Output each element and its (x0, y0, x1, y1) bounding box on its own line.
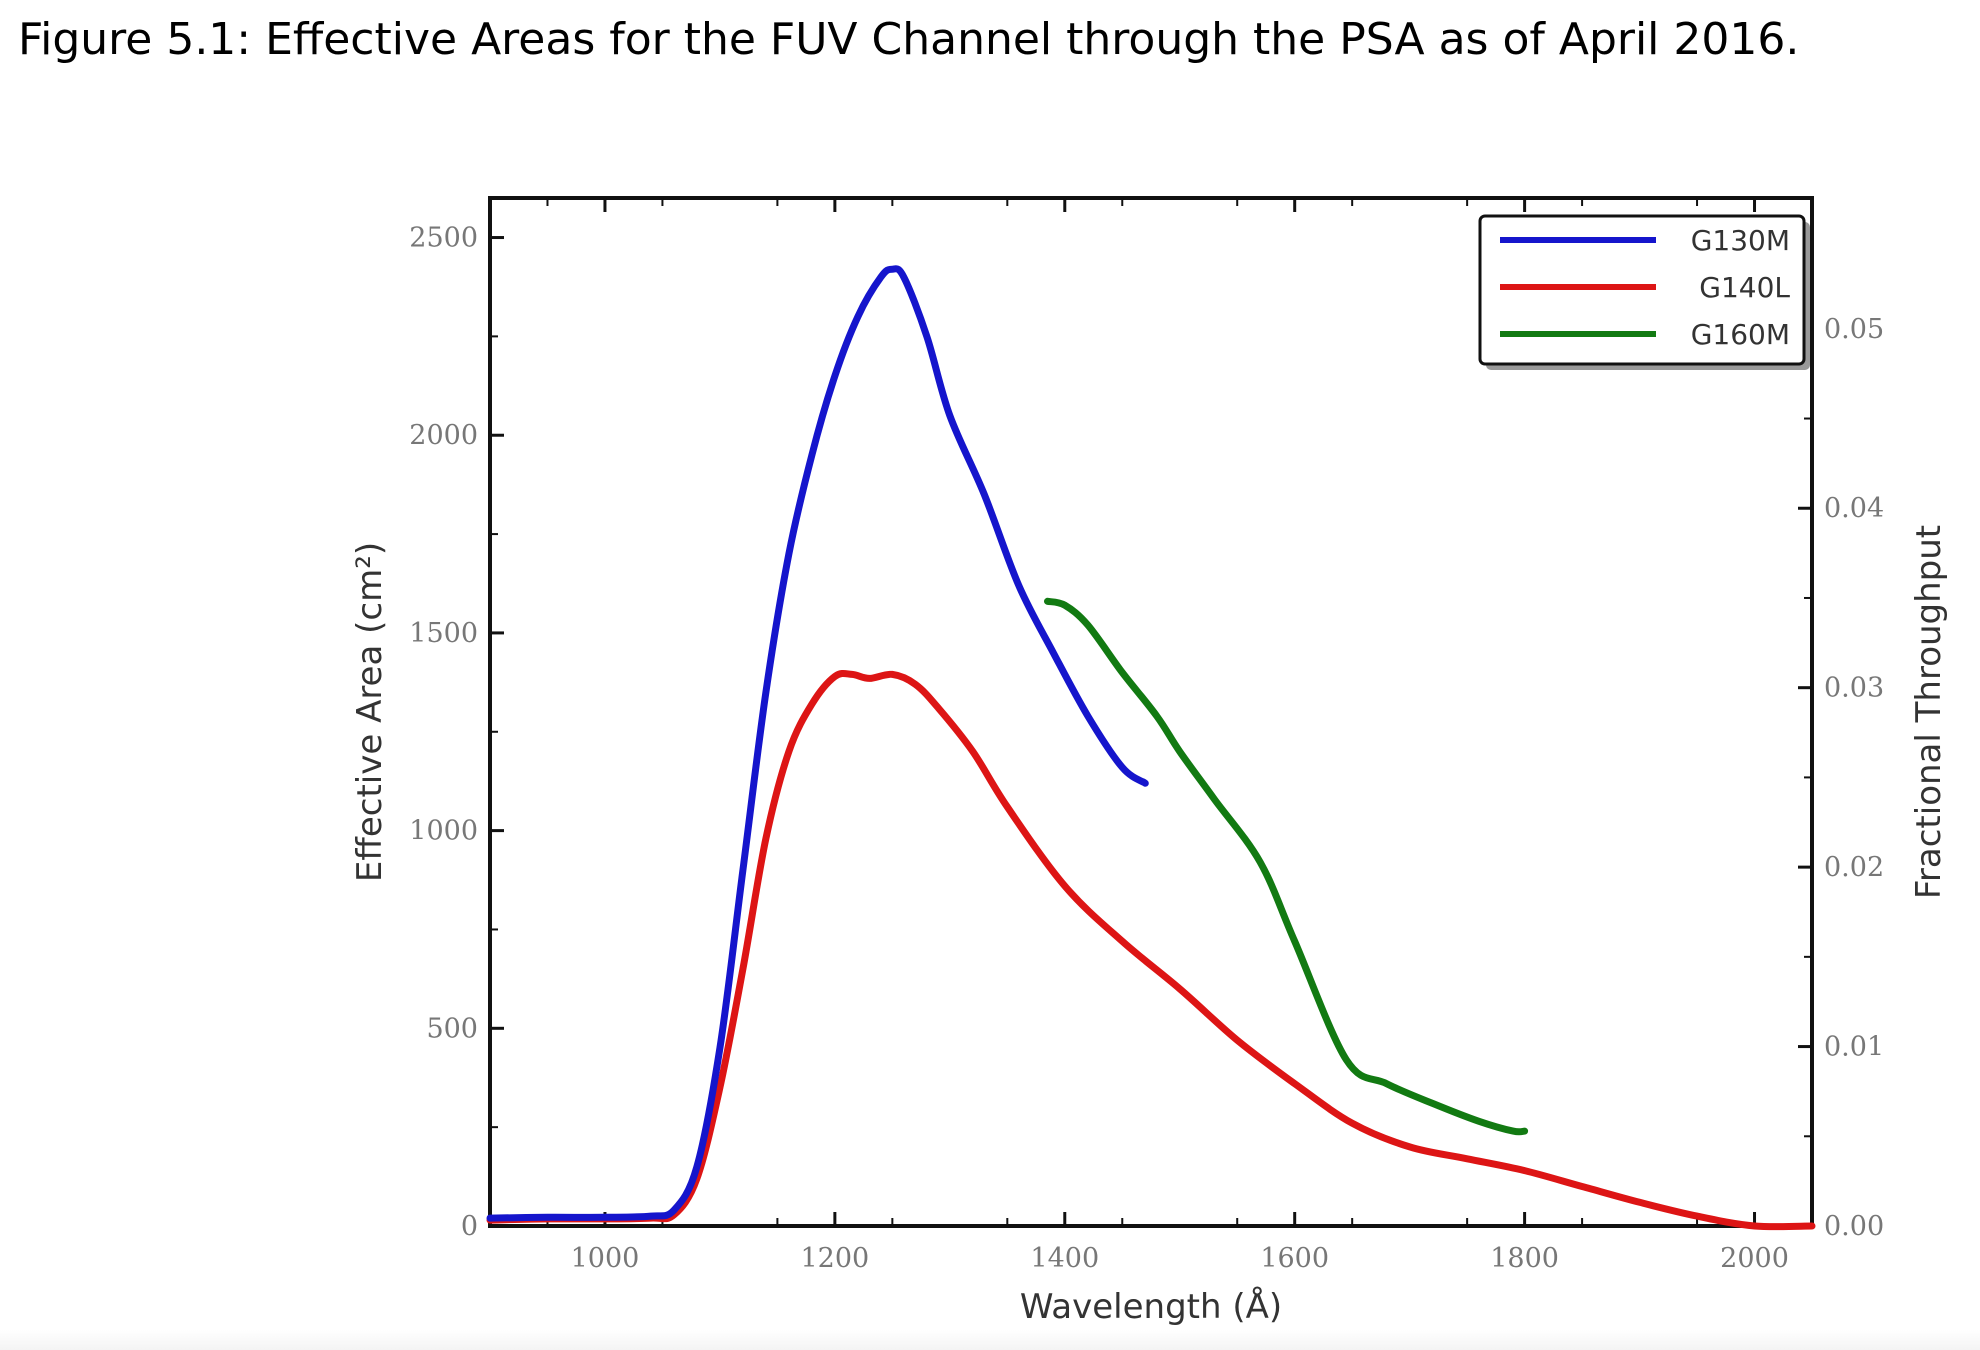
y-axis-right: 0.00 0.01 0.02 0.03 0.04 0.05 (1798, 238, 1884, 1242)
plot-frame (488, 196, 1814, 1228)
series-lines (486, 265, 1816, 1231)
series-line-g160m (1044, 597, 1529, 1136)
y-right-tick-label: 0.03 (1824, 673, 1884, 704)
y-right-tick-label: 0.05 (1824, 314, 1884, 345)
y-right-tick-label: 0.04 (1824, 493, 1884, 524)
x-tick-label: 1000 (571, 1243, 640, 1274)
legend: G130M G140L G160M (1478, 214, 1810, 370)
legend-label-g140l: G140L (1699, 271, 1790, 304)
y-tick-label: 1000 (409, 816, 478, 847)
x-axis: 1000 1200 1400 1600 1800 2000 (546, 198, 1789, 1274)
y-tick-label: 2000 (409, 420, 478, 451)
x-tick-label: 1400 (1030, 1243, 1099, 1274)
x-tick-label: 1600 (1260, 1243, 1329, 1274)
y-tick-label: 2500 (409, 223, 478, 254)
legend-label-g130m: G130M (1691, 224, 1790, 257)
y-axis-left: 0 500 1000 1500 2000 2500 (409, 223, 504, 1242)
y-tick-label: 500 (426, 1013, 478, 1044)
figure-caption: Figure 5.1: Effective Areas for the FUV … (18, 14, 1800, 65)
y-right-tick-label: 0.01 (1824, 1032, 1884, 1063)
series-line-g140l (486, 669, 1816, 1231)
x-tick-label: 1200 (801, 1243, 870, 1274)
y-right-tick-label: 0.02 (1824, 852, 1884, 883)
page-bottom-edge (0, 1330, 1980, 1350)
y-axis-label: Effective Area (cm²) (350, 542, 390, 882)
x-axis-label: Wavelength (Å) (1020, 1286, 1282, 1327)
legend-label-g160m: G160M (1691, 318, 1790, 351)
series-line-g130m (486, 265, 1149, 1222)
y-axis-right-label: Fractional Throughput (1909, 525, 1949, 899)
x-tick-label: 2000 (1720, 1243, 1789, 1274)
y-tick-label: 1500 (409, 618, 478, 649)
y-right-tick-label: 0.00 (1824, 1211, 1884, 1242)
x-tick-label: 1800 (1490, 1243, 1559, 1274)
legend-entries: G130M G140L G160M (1500, 224, 1790, 351)
y-tick-label: 0 (461, 1211, 478, 1242)
